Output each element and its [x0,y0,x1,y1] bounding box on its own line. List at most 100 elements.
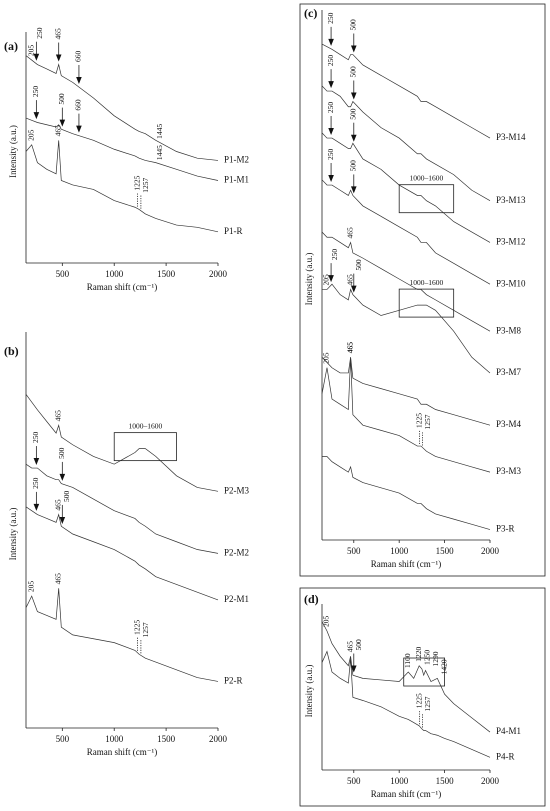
x-tick-label: 1000 [105,734,124,744]
spectrum [321,132,491,243]
y-axis-label: Intensity (a.u.) [8,125,18,178]
x-tick-label: 500 [347,546,361,556]
peak-label: 465 [53,499,62,511]
series-label: P2-M2 [224,547,249,557]
region-box [403,657,445,687]
peak-label: 660 [74,51,83,63]
series-label: P3-M10 [496,278,526,288]
series-label: P4-M1 [496,726,521,736]
spectrum [25,588,219,682]
peak-label: 500 [349,19,358,31]
arrow-head [76,77,82,85]
y-axis-label: Intensity (a.u.) [304,665,314,718]
arrow-head [350,134,357,142]
series-label: P3-M13 [496,195,526,205]
peak-label: 1257 [141,622,150,637]
arrow-head [350,92,357,100]
peak-label: 205 [322,352,331,364]
peak-label: 500 [57,93,66,105]
peak-label: 465 [53,125,62,137]
y-axis-label: Intensity (a.u.) [8,508,18,561]
arrow-head [33,53,40,61]
peak-label: 1257 [423,696,432,711]
peak-label: 1445 [155,145,164,160]
peak-label: 205 [322,274,331,286]
series-label: P3-M14 [496,132,526,142]
peak-label: 1220 [414,646,423,661]
peak-label: 500 [349,108,358,120]
peak-label: 205 [26,581,35,593]
x-tick-label: 500 [56,734,70,744]
peak-label: 465 [53,573,62,585]
x-tick-label: 500 [56,269,70,279]
series-label: P3-M4 [496,419,522,429]
spectrum [25,140,219,233]
arrow-head [33,458,40,466]
peak-label: 1257 [141,177,150,192]
arrow-head [328,175,334,183]
peak-label: 660 [74,99,83,111]
arrow-head [59,119,66,127]
x-tick-label: 1500 [436,546,455,556]
spectrum [321,357,491,473]
x-tick-label: 1500 [157,734,176,744]
arrow-head [328,128,334,136]
peak-label: 465 [345,641,354,653]
arrow-head [33,112,40,120]
arrow-head [55,54,62,62]
peak-label: 1250 [422,650,431,665]
spectrum [25,55,219,161]
spectrum [321,179,491,285]
peak-label: 500 [354,639,363,651]
peak-label: 1257 [423,414,432,429]
region-label: 1000–1600 [410,278,444,287]
arrow-head [59,516,66,524]
series-label: P3-M3 [496,466,522,476]
spectrum [321,650,491,758]
arrow-head [59,473,66,481]
spectrum [25,463,219,554]
spectrum [322,283,491,374]
panel-label: (c) [304,6,317,20]
arrow-head [328,81,334,89]
x-tick-label: 1000 [105,269,124,279]
spectrum [25,506,219,601]
region-label: 1000–1600 [410,173,444,182]
series-label: P1-R [224,226,243,236]
peak-label: 1225 [414,693,423,708]
peak-label: 250 [31,477,40,489]
peak-label: 465 [53,410,62,422]
region-box [113,432,177,462]
series-label: P3-M7 [496,367,522,377]
peak-label: 1100 [403,653,412,668]
spectrum [322,456,491,530]
arrow-head [33,503,40,511]
arrow-head [328,38,334,46]
spectrum [321,43,491,139]
peak-label: 205 [26,45,35,57]
x-tick-label: 1500 [157,269,176,279]
series-label: P2-M3 [224,485,250,495]
peak-label: 500 [62,490,71,502]
x-tick-label: 1000 [390,546,409,556]
peak-label: 465 [345,342,354,354]
peak-label: 250 [326,102,335,114]
arrow-head [76,125,82,133]
spectrum [321,357,491,426]
spectrum [321,85,491,202]
peak-label: 1225 [132,620,141,635]
peak-label: 1420 [439,659,448,674]
x-axis-label: Raman shift (cm⁻¹) [87,282,157,292]
x-tick-label: 2000 [481,776,500,786]
series-label: P3-M12 [496,237,526,247]
series-label: P2-M1 [224,594,249,604]
arrow-head [350,285,357,293]
panel-frame [299,3,546,577]
y-axis-label: Intensity (a.u.) [304,253,314,306]
x-tick-label: 2000 [481,546,500,556]
peak-label: 500 [349,160,358,172]
panel-frame [299,587,546,807]
series-label: P3-R [496,524,515,534]
